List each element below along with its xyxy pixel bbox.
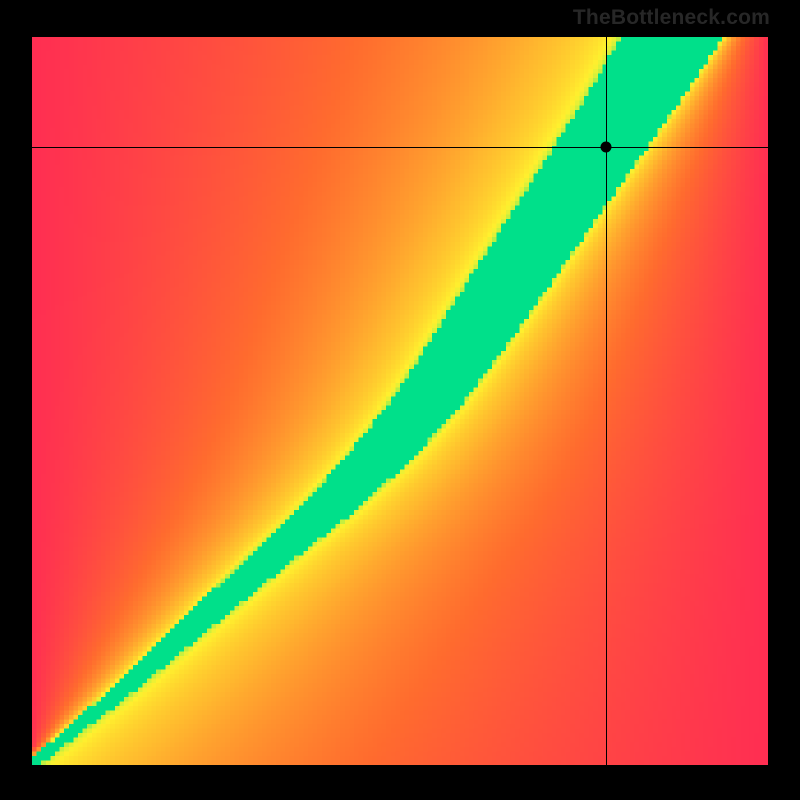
heatmap-plot-frame: [30, 35, 770, 767]
watermark-text: TheBottleneck.com: [573, 6, 770, 30]
crosshair-marker: [600, 141, 611, 152]
crosshair-horizontal: [32, 147, 768, 149]
